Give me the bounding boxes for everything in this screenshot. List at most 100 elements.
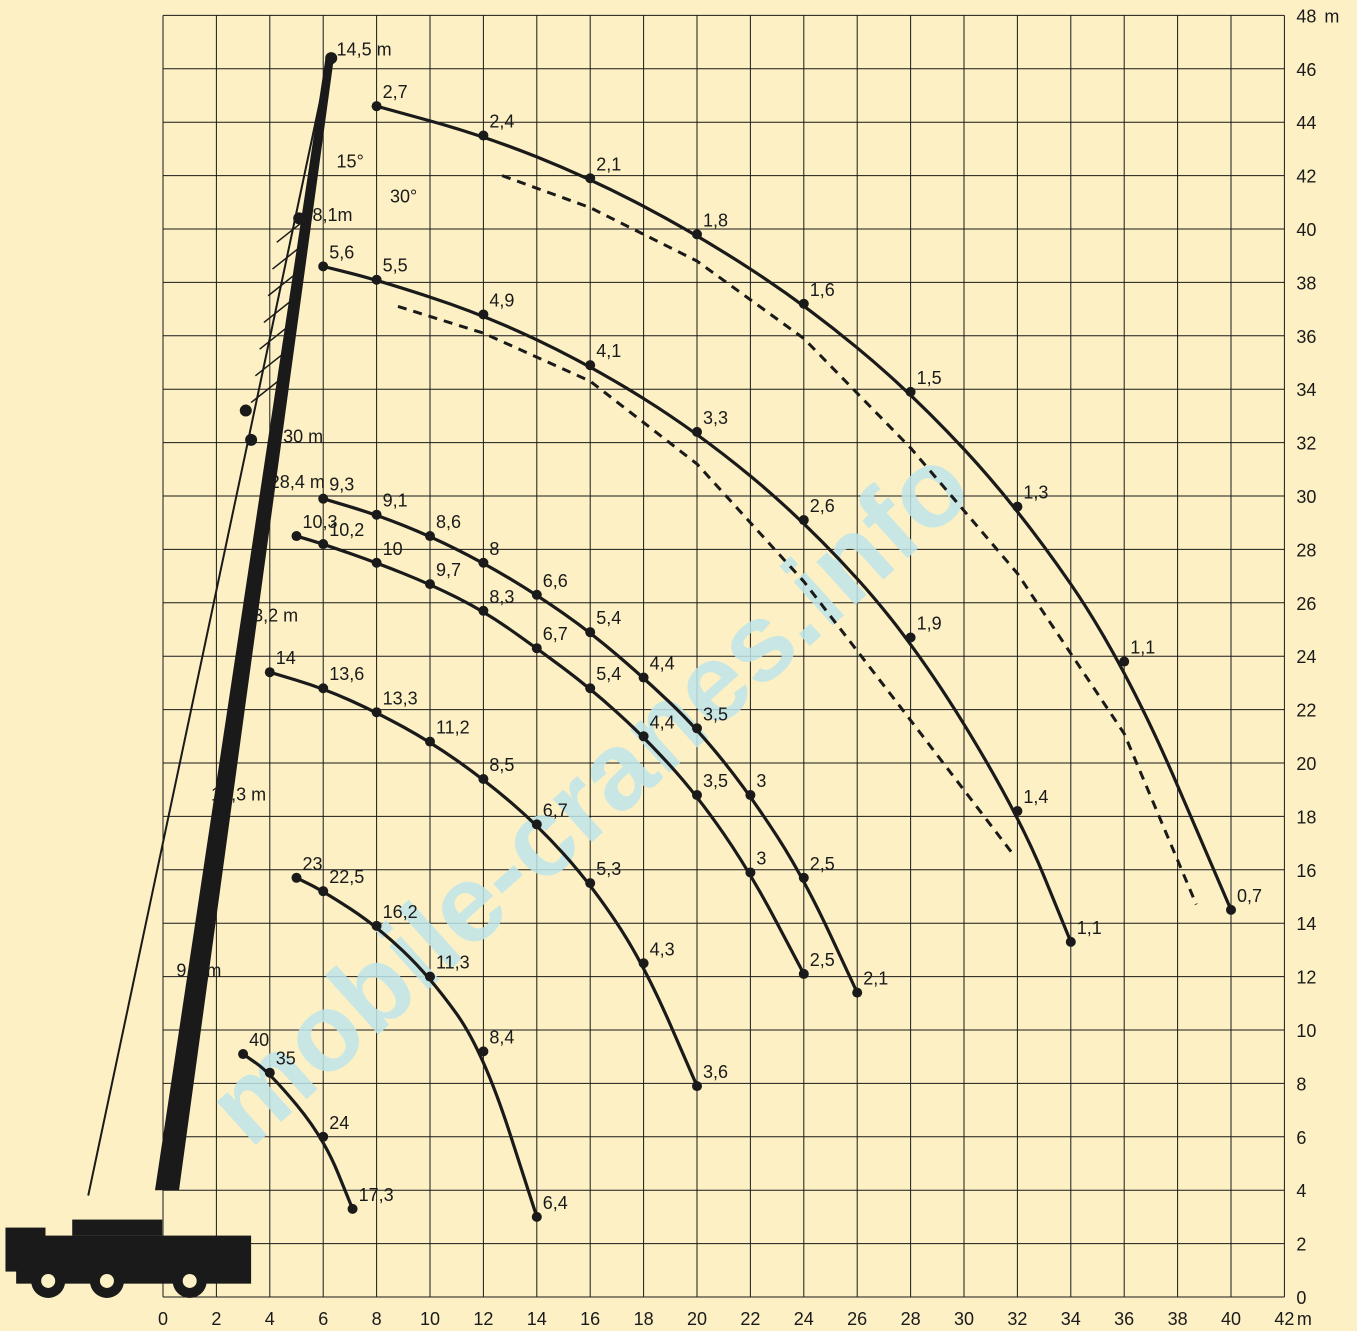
watermark-text: mobile-cranes.info xyxy=(184,422,993,1168)
jib-brace xyxy=(272,241,307,270)
load-label: 40 xyxy=(249,1030,269,1050)
load-point xyxy=(798,298,809,309)
luffing-angle-label: 15° xyxy=(337,152,364,172)
load-point xyxy=(585,360,596,371)
boom-length-label: 23,2 m xyxy=(243,605,298,625)
load-point xyxy=(371,101,382,112)
load-point xyxy=(318,539,329,550)
load-label: 9,3 xyxy=(329,475,354,495)
boom-pulley xyxy=(245,433,258,446)
load-point xyxy=(371,707,382,718)
load-point xyxy=(585,173,596,184)
wheel-hub xyxy=(182,1273,197,1288)
luffing-angle-label: 30° xyxy=(390,186,417,206)
x-tick-label: 38 xyxy=(1168,1309,1188,1329)
load-point xyxy=(531,589,542,600)
y-tick-label: 44 xyxy=(1296,113,1316,133)
load-point xyxy=(531,1211,542,1222)
load-point xyxy=(371,557,382,568)
load-point xyxy=(585,683,596,694)
boom-length-label: 28,4 m xyxy=(270,472,325,492)
load-point xyxy=(692,723,702,734)
load-point xyxy=(371,509,382,520)
load-label: 8,3 xyxy=(489,587,514,607)
x-tick-label: 22 xyxy=(740,1309,760,1329)
boom-labels: 9,5 m 16,3 m 23,2 m 28,4 m 30 m 8,1m 14,5 m 15°… xyxy=(176,39,417,980)
load-label: 6,6 xyxy=(543,571,568,591)
boom-length-label: 14,5 m xyxy=(337,39,392,59)
load-label: 35 xyxy=(276,1049,296,1069)
load-label: 0,7 xyxy=(1237,886,1262,906)
x-tick-label: 2 xyxy=(211,1309,221,1329)
boom-length-label: 30 m xyxy=(283,427,323,447)
load-label: 4,9 xyxy=(489,290,514,310)
load-label: 17,3 xyxy=(359,1185,394,1205)
boom-edge xyxy=(87,60,330,1196)
load-label: 10 xyxy=(383,539,403,559)
load-label: 11,3 xyxy=(436,953,470,973)
load-label: 4,1 xyxy=(596,341,621,361)
load-label: 4,4 xyxy=(650,712,675,732)
load-label: 3,6 xyxy=(703,1062,728,1082)
load-point xyxy=(798,872,809,883)
load-label: 3,5 xyxy=(703,704,728,724)
load-point xyxy=(478,309,489,320)
load-point xyxy=(238,1049,249,1060)
load-point xyxy=(531,819,542,830)
load-point xyxy=(531,643,542,654)
series: 40 35 24 17,3 23 22,5 16,2 11,3 8,4 6,4 14 13,6 13,3… xyxy=(238,82,1262,1222)
load-label: 16,2 xyxy=(383,902,418,922)
y-tick-label: 34 xyxy=(1296,380,1316,400)
jib-brace xyxy=(267,268,303,297)
load-label: 2,1 xyxy=(596,154,621,174)
load-label: 5,6 xyxy=(329,242,354,262)
load-label: 1,6 xyxy=(810,280,835,300)
y-tick-label: 38 xyxy=(1296,273,1316,293)
load-point xyxy=(692,229,702,240)
load-label: 13,3 xyxy=(383,688,418,708)
load-point xyxy=(264,667,275,678)
load-point xyxy=(1012,806,1023,817)
x-tick-label: 24 xyxy=(794,1309,814,1329)
x-tick-label: 8 xyxy=(372,1309,382,1329)
load-label: 11,2 xyxy=(436,718,470,738)
wheel-hub xyxy=(41,1273,56,1288)
load-point xyxy=(798,968,809,979)
load-point xyxy=(478,1046,489,1057)
load-point xyxy=(371,920,382,931)
load-point xyxy=(318,683,329,694)
load-label: 1,1 xyxy=(1130,638,1155,658)
x-tick-label: 16 xyxy=(580,1309,600,1329)
x-tick-label: 6 xyxy=(318,1309,328,1329)
load-point xyxy=(1226,904,1236,915)
load-point xyxy=(425,736,435,747)
watermark: mobile-cranes.info xyxy=(184,422,993,1168)
boom-length-label: 8,1m xyxy=(313,205,353,225)
jib-brace xyxy=(259,321,294,350)
load-label: 6,7 xyxy=(543,800,568,820)
x-tick-label: 36 xyxy=(1114,1309,1134,1329)
load-curve xyxy=(296,534,806,975)
y-tick-label: 2 xyxy=(1296,1235,1306,1255)
y-tick-label: 6 xyxy=(1296,1128,1306,1148)
load-label: 2,1 xyxy=(863,969,888,989)
boom-length-label: 16,3 m xyxy=(211,784,266,804)
y-tick-label: 30 xyxy=(1296,487,1316,507)
jib-brace xyxy=(263,295,299,324)
load-point xyxy=(318,1131,329,1142)
load-point xyxy=(478,130,489,141)
y-tick-label: 22 xyxy=(1296,701,1316,721)
load-label: 8,5 xyxy=(489,755,514,775)
load-label: 3 xyxy=(756,771,766,791)
load-label: 10,3 xyxy=(303,512,338,532)
x-tick-label: 4 xyxy=(265,1309,275,1329)
load-curve xyxy=(322,497,859,994)
load-label: 9,1 xyxy=(383,491,408,511)
boom-pulley xyxy=(325,52,338,65)
dashed-curve xyxy=(397,304,1016,858)
load-label: 8,4 xyxy=(489,1027,514,1047)
load-label: 1,9 xyxy=(917,614,942,634)
axes: 0 2 4 6 8 10 12 14 16 18 20 22 24 26 28 30 32 34 36 38 40 42 m… xyxy=(158,6,1339,1329)
load-point xyxy=(638,672,649,683)
